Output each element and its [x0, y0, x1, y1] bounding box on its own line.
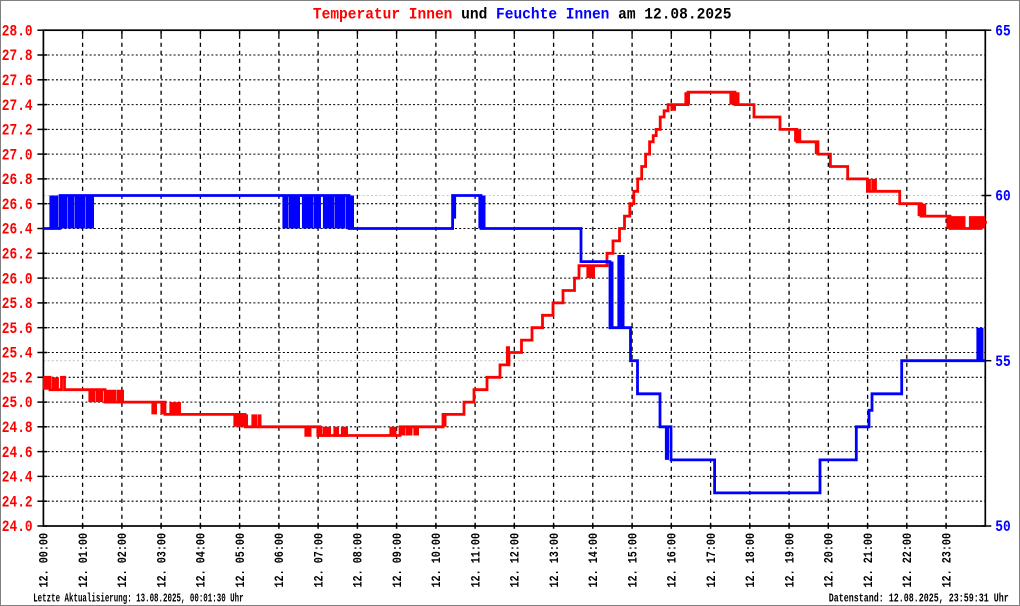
- svg-text:12. 14:00: 12. 14:00: [586, 533, 601, 588]
- svg-text:24.6: 24.6: [2, 444, 33, 462]
- svg-text:12. 19:00: 12. 19:00: [782, 533, 797, 588]
- svg-text:27.8: 27.8: [2, 47, 33, 65]
- svg-text:26.8: 26.8: [2, 171, 33, 189]
- svg-text:25.4: 25.4: [2, 345, 33, 363]
- svg-text:12. 08:00: 12. 08:00: [351, 533, 366, 588]
- svg-text:27.2: 27.2: [2, 122, 33, 140]
- svg-text:12. 17:00: 12. 17:00: [704, 533, 719, 588]
- svg-text:12. 13:00: 12. 13:00: [547, 533, 562, 588]
- svg-text:50: 50: [995, 518, 1010, 536]
- svg-text:12. 12:00: 12. 12:00: [508, 533, 523, 588]
- svg-text:28.0: 28.0: [2, 22, 33, 40]
- svg-text:12. 18:00: 12. 18:00: [743, 533, 758, 588]
- svg-text:12. 02:00: 12. 02:00: [115, 533, 130, 588]
- svg-text:Datenstand: 12.08.2025, 23:59:: Datenstand: 12.08.2025, 23:59:31 Uhr: [829, 592, 1009, 606]
- svg-text:24.8: 24.8: [2, 419, 33, 437]
- svg-text:12. 23:00: 12. 23:00: [939, 533, 954, 588]
- svg-text:12. 01:00: 12. 01:00: [76, 533, 91, 588]
- svg-text:27.4: 27.4: [2, 97, 33, 115]
- svg-text:12. 10:00: 12. 10:00: [429, 533, 444, 588]
- svg-text:27.6: 27.6: [2, 72, 33, 90]
- svg-text:12. 05:00: 12. 05:00: [233, 533, 248, 588]
- svg-text:12. 04:00: 12. 04:00: [194, 533, 209, 588]
- svg-text:12. 03:00: 12. 03:00: [154, 533, 169, 588]
- svg-text:Letzte Aktualisierung: 13.08.2: Letzte Aktualisierung: 13.08.2025, 00:01…: [33, 592, 243, 606]
- svg-text:55: 55: [995, 353, 1010, 371]
- svg-text:24.4: 24.4: [2, 469, 33, 487]
- svg-text:26.2: 26.2: [2, 246, 33, 264]
- svg-text:12. 06:00: 12. 06:00: [272, 533, 287, 588]
- svg-text:12. 11:00: 12. 11:00: [468, 533, 483, 588]
- svg-text:25.2: 25.2: [2, 370, 33, 388]
- svg-text:24.2: 24.2: [2, 493, 33, 511]
- svg-text:am 12.08.2025: am 12.08.2025: [618, 6, 731, 24]
- svg-text:26.0: 26.0: [2, 270, 33, 288]
- svg-text:12. 00:00: 12. 00:00: [37, 533, 52, 588]
- svg-text:60: 60: [995, 188, 1010, 206]
- svg-text:12. 16:00: 12. 16:00: [665, 533, 680, 588]
- svg-text:26.6: 26.6: [2, 196, 33, 214]
- svg-text:65: 65: [995, 22, 1010, 40]
- svg-text:Feuchte Innen: Feuchte Innen: [496, 6, 609, 24]
- svg-text:25.0: 25.0: [2, 394, 33, 412]
- svg-text:12. 07:00: 12. 07:00: [311, 533, 326, 588]
- svg-text:und: und: [461, 6, 487, 24]
- svg-text:26.4: 26.4: [2, 221, 33, 239]
- svg-text:27.0: 27.0: [2, 146, 33, 164]
- svg-text:12. 22:00: 12. 22:00: [900, 533, 915, 588]
- svg-text:Temperatur Innen: Temperatur Innen: [313, 6, 453, 24]
- svg-text:24.0: 24.0: [2, 518, 33, 536]
- svg-text:25.6: 25.6: [2, 320, 33, 338]
- svg-text:12. 21:00: 12. 21:00: [861, 533, 876, 588]
- svg-text:12. 20:00: 12. 20:00: [822, 533, 837, 588]
- svg-text:12. 09:00: 12. 09:00: [390, 533, 405, 588]
- svg-text:12. 15:00: 12. 15:00: [625, 533, 640, 588]
- svg-text:25.8: 25.8: [2, 295, 33, 313]
